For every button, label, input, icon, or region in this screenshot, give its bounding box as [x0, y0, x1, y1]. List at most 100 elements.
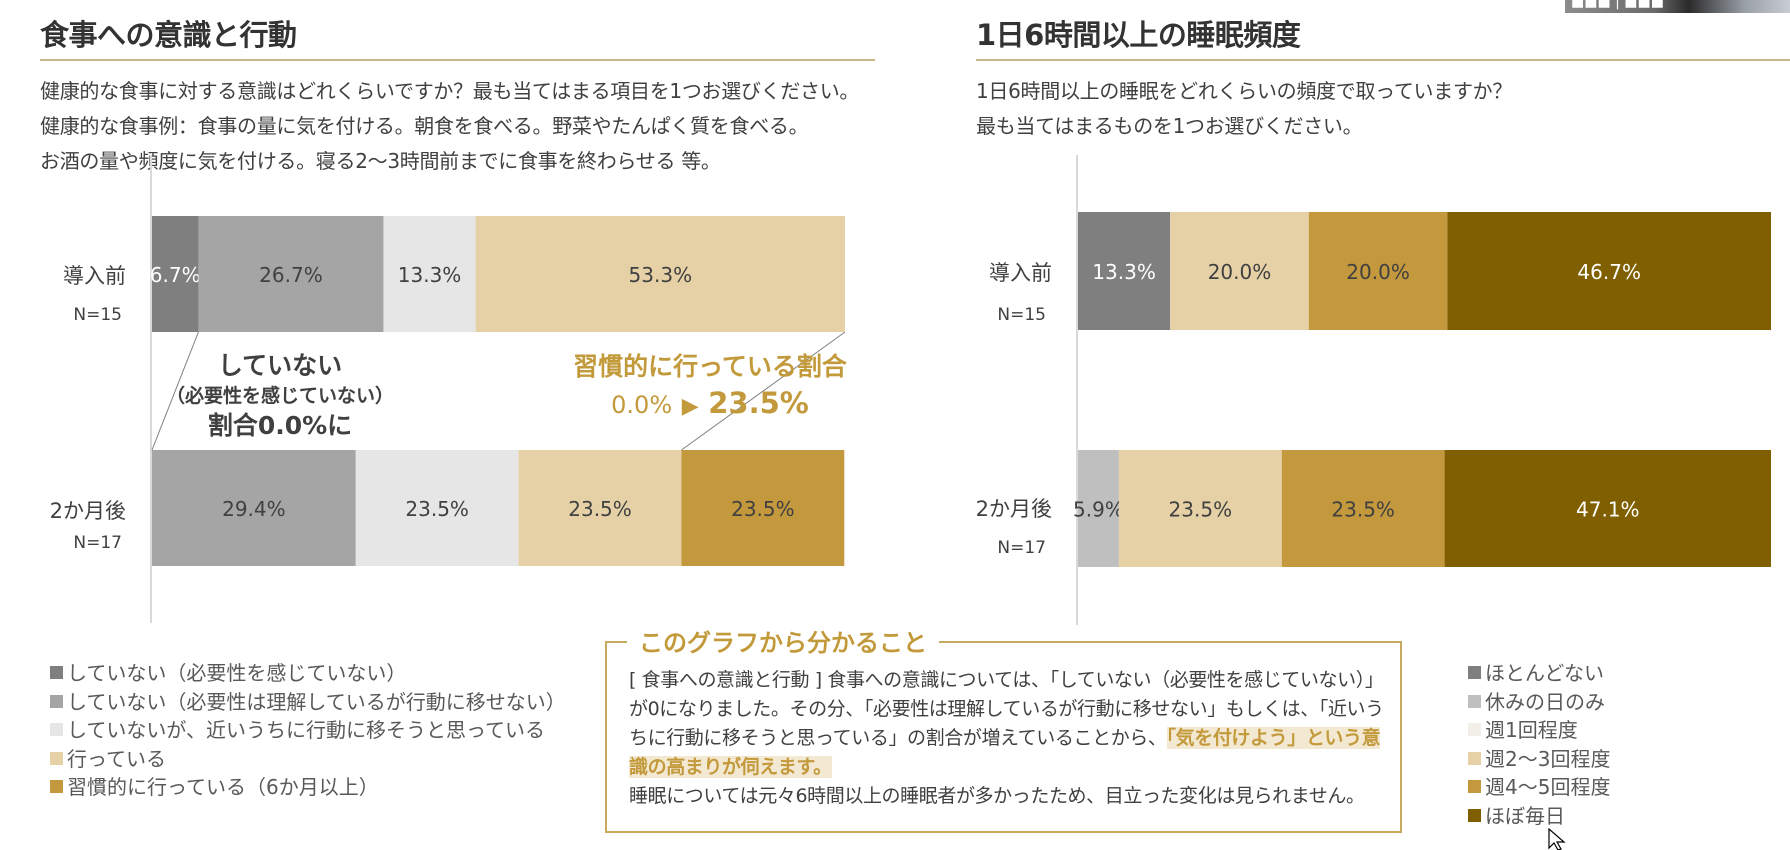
- callout-not-doing-line1: していない: [217, 351, 343, 380]
- legend-label: ほとんどない: [1485, 661, 1604, 685]
- legend-item: 休みの日のみ: [1468, 688, 1610, 717]
- legend-item: 週1回程度: [1468, 716, 1610, 745]
- callout-habitual-change: 0.0% ▶ 23.5%: [560, 384, 860, 427]
- callout-habitual-to: 23.5%: [708, 386, 809, 420]
- legend-swatch: [1468, 751, 1481, 765]
- bar-data-label: 23.5%: [1331, 498, 1395, 522]
- right-question-line-2: 最も当てはまるものを1つお選びください。: [976, 114, 1363, 138]
- legend-item: 週2～3回程度: [1468, 745, 1610, 774]
- left-question: 健康的な食事に対する意識はどれくらいですか？最も当てはまる項目を1つお選びくださ…: [40, 74, 859, 179]
- series-connector-line: [151, 331, 199, 451]
- left-title-rule: [40, 59, 875, 61]
- bar-segment: [152, 450, 356, 566]
- legend-item: 週4～5回程度: [1468, 773, 1610, 802]
- legend-item: していないが、近いうちに行動に移そうと思っている: [50, 716, 566, 745]
- left-question-line-3: お酒の量や頻度に気を付ける。寝る2～3時間前までに食事を終わらせる 等。: [40, 149, 721, 173]
- bar-data-label: 5.9%: [1073, 498, 1124, 522]
- right-n-label-before: N=15: [997, 305, 1046, 325]
- bar-segment: [475, 216, 845, 332]
- legend-swatch: [1468, 780, 1481, 793]
- bar-segment: [681, 450, 845, 566]
- legend-swatch: [50, 694, 63, 708]
- legend-item: ほぼ毎日: [1468, 802, 1610, 831]
- left-n-label-after: N=17: [73, 533, 122, 553]
- summary-box-text: [ 食事への意識と行動 ] 食事への意識については、「していない（必要性を感じて…: [629, 666, 1389, 811]
- bar-segment: [1078, 450, 1119, 567]
- callout-habitual-from: 0.0%: [611, 391, 673, 419]
- bar-segment: [1308, 212, 1448, 330]
- series-connector-line: [681, 331, 846, 451]
- bar-data-label: 13.3%: [1092, 260, 1156, 284]
- left-n-label-before: N=15: [73, 305, 122, 325]
- right-n-label-after: N=17: [997, 538, 1046, 558]
- bar-data-label: 29.4%: [222, 497, 286, 521]
- left-chart: 6.7% 26.7% 13.3% 53.3% 29.4% 23.5% 23.5% 23.5%: [150, 216, 846, 566]
- legend-swatch: [50, 780, 63, 793]
- bar-segment: [1447, 212, 1771, 330]
- bar-segment: [1281, 450, 1445, 567]
- bar-data-label: 53.3%: [629, 263, 693, 287]
- right-question-line-1: 1日6時間以上の睡眠をどれくらいの頻度で取っていますか？: [976, 79, 1513, 103]
- bar-segment: [198, 216, 384, 332]
- summary-box-title: このグラフから分かること: [627, 623, 939, 658]
- left-question-line-1: 健康的な食事に対する意識はどれくらいですか？最も当てはまる項目を1つお選びくださ…: [40, 79, 860, 103]
- bar-segment: [383, 216, 476, 332]
- right-title-rule: [976, 59, 1790, 61]
- bar-data-label: 46.7%: [1577, 260, 1641, 284]
- legend-label: 週4～5回程度: [1485, 775, 1611, 799]
- bar-data-label: 20.0%: [1346, 260, 1410, 284]
- right-chart: 13.3% 20.0% 20.0% 46.7% 5.9% 23.5% 23.5% 47.1%: [1073, 212, 1771, 567]
- legend-swatch: [50, 723, 63, 736]
- legend-swatch: [50, 751, 63, 765]
- right-legend: ほとんどない 休みの日のみ 週1回程度 週2～3回程度 週4～5回程度 ほぼ毎日: [1468, 659, 1610, 830]
- bar-data-label: 23.5%: [1169, 498, 1233, 522]
- bar-segment: [1444, 450, 1771, 567]
- bar-data-label: 23.5%: [568, 497, 632, 521]
- legend-swatch: [1468, 694, 1481, 708]
- bar-segment: [355, 450, 519, 566]
- summary-paragraph-1: [ 食事への意識と行動 ] 食事への意識については、「していない（必要性を感じて…: [629, 669, 1384, 749]
- legend-swatch: [1468, 666, 1481, 679]
- bar-data-label: 6.7%: [150, 263, 201, 287]
- legend-item: していない（必要性を感じていない）: [50, 659, 566, 688]
- callout-habitual-line1: 習慣的に行っている割合: [573, 352, 847, 381]
- legend-label: 習慣的に行っている（6か月以上）: [67, 775, 379, 799]
- legend-swatch: [1468, 723, 1481, 736]
- right-chart-axis: [1076, 155, 1078, 625]
- callout-not-doing-line2: （必要性を感じていない）: [165, 385, 394, 407]
- play-arrow-icon: ▶: [681, 394, 699, 419]
- right-category-label-after: 2か月後: [975, 497, 1052, 521]
- bar-data-label: 26.7%: [259, 263, 323, 287]
- legend-label: ほぼ毎日: [1485, 803, 1565, 828]
- left-question-line-2: 健康的な食事例：食事の量に気を付ける。朝食を食べる。野菜やたんぱく質を食べる。: [40, 114, 809, 138]
- legend-swatch: [50, 666, 63, 679]
- left-chart-axis: [150, 155, 152, 623]
- right-category-label-before: 導入前: [989, 261, 1052, 285]
- left-category-label-after: 2か月後: [49, 499, 126, 523]
- legend-label: していないが、近いうちに行動に移そうと思っている: [67, 718, 545, 742]
- left-legend: していない（必要性を感じていない） していない（必要性は理解しているが行動に移せ…: [50, 659, 566, 802]
- bar-segment: [518, 450, 682, 566]
- bar-data-label: 47.1%: [1576, 498, 1640, 522]
- legend-item: ほとんどない: [1468, 659, 1610, 688]
- right-question: 1日6時間以上の睡眠をどれくらいの頻度で取っていますか？ 最も当てはまるものを1…: [976, 74, 1512, 144]
- legend-label: 週2～3回程度: [1485, 746, 1611, 771]
- bar-data-label: 13.3%: [398, 263, 462, 287]
- legend-item: 行っている: [50, 745, 566, 774]
- bar-data-label: 23.5%: [731, 497, 795, 521]
- left-panel-title: 食事への意識と行動: [40, 18, 297, 52]
- legend-swatch: [1468, 808, 1481, 822]
- video-name-tag: ■■■ | ■■■: [1571, 0, 1664, 10]
- bar-data-label: 23.5%: [405, 497, 469, 521]
- legend-item: 習慣的に行っている（6か月以上）: [50, 773, 566, 802]
- left-category-label-before: 導入前: [63, 264, 126, 288]
- summary-box: このグラフから分かること [ 食事への意識と行動 ] 食事への意識については、「…: [605, 623, 1402, 833]
- mouse-cursor-icon: [1548, 828, 1566, 850]
- callout-not-doing-line3: 割合0.0%に: [207, 411, 353, 440]
- bar-data-label: 20.0%: [1208, 260, 1272, 284]
- video-overlay: ■■■ | ■■■: [1565, 0, 1790, 13]
- bar-segment: [1078, 212, 1171, 330]
- legend-label: 休みの日のみ: [1485, 689, 1605, 714]
- legend-label: していない（必要性を感じていない）: [67, 661, 407, 685]
- bar-segment: [152, 216, 199, 332]
